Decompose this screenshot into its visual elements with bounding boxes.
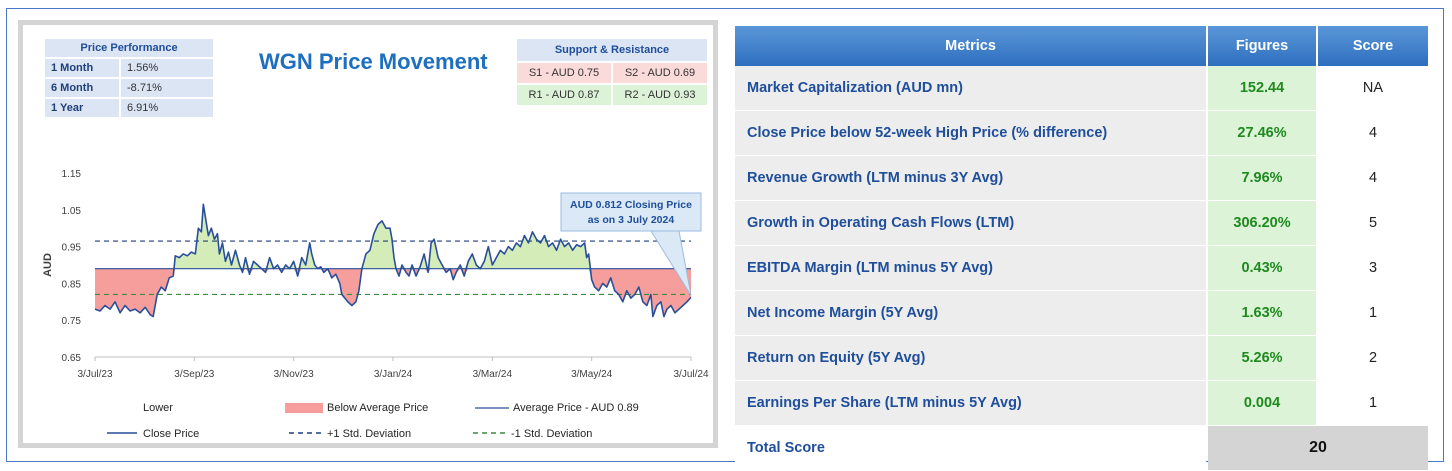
x-tick-label: 3/Nov/23 [274, 369, 314, 380]
legend-lower: Lower [143, 402, 173, 414]
y-tick-label: 1.05 [62, 206, 82, 217]
resistance-2: R2 - AUD 0.93 [613, 85, 707, 105]
metric-score: 1 [1318, 381, 1428, 426]
table-row: Market Capitalization (AUD mn) 152.44 NA [735, 66, 1428, 111]
chart-panel: 0.65 0.75 0.85 0.95 1.05 1.15 AUD 3/Jul/23 3/Sep… [18, 20, 718, 448]
table-row: Earnings Per Share (LTM minus 5Y Avg) 0.… [735, 381, 1428, 426]
legend-average-price: Average Price - AUD 0.89 [513, 402, 639, 414]
legend-minus-std: -1 Std. Deviation [511, 428, 592, 440]
metric-score: 4 [1318, 111, 1428, 156]
callout-line-2: as on 3 July 2024 [588, 214, 675, 226]
below-average-area [95, 268, 691, 317]
chart-title: WGN Price Movement [259, 49, 488, 74]
figures-header: Figures [1208, 26, 1316, 66]
table-row: 1 Month 1.56% [45, 59, 213, 77]
metric-score: 4 [1318, 156, 1428, 201]
x-tick-label: 3/Jul/23 [77, 369, 112, 380]
metric-figure: 1.63% [1208, 291, 1316, 336]
table-row: 1 Year 6.91% [45, 99, 213, 117]
perf-label: 6 Month [45, 79, 119, 97]
support-resistance-header: Support & Resistance [517, 39, 707, 61]
perf-value: -8.71% [121, 79, 213, 97]
metric-figure: 152.44 [1208, 66, 1316, 111]
metric-figure: 0.004 [1208, 381, 1316, 426]
metric-name: EBITDA Margin (LTM minus 5Y Avg) [735, 246, 1206, 291]
metric-score: 3 [1318, 246, 1428, 291]
metric-name: Return on Equity (5Y Avg) [735, 336, 1206, 381]
price-performance-table: Price Performance 1 Month 1.56% 6 Month … [43, 37, 215, 119]
x-tick-label: 3/Mar/24 [473, 369, 513, 380]
support-resistance-table: Support & Resistance S1 - AUD 0.75 S2 - … [515, 37, 709, 107]
metric-figure: 5.26% [1208, 336, 1316, 381]
above-average-area [95, 204, 691, 269]
total-row: Total Score 20 [735, 426, 1428, 471]
perf-value: 6.91% [121, 99, 213, 117]
total-score-label: Total Score [735, 426, 1206, 471]
x-tick-label: 3/Jul/24 [673, 369, 708, 380]
y-tick-label: 0.75 [62, 316, 82, 327]
table-row: S1 - AUD 0.75 S2 - AUD 0.69 [517, 63, 707, 83]
metric-score: 1 [1318, 291, 1428, 336]
metrics-table: Metrics Figures Score Market Capitalizat… [733, 26, 1430, 471]
y-tick-label: 0.65 [62, 353, 82, 364]
table-row: Return on Equity (5Y Avg) 5.26% 2 [735, 336, 1428, 381]
perf-label: 1 Year [45, 99, 119, 117]
close-price-line [94, 203, 692, 318]
support-1: S1 - AUD 0.75 [517, 63, 611, 83]
score-header: Score [1318, 26, 1428, 66]
table-row: Growth in Operating Cash Flows (LTM) 306… [735, 201, 1428, 246]
table-row: R1 - AUD 0.87 R2 - AUD 0.93 [517, 85, 707, 105]
x-tick-label: 3/Sep/23 [174, 369, 214, 380]
x-tick-label: 3/May/24 [571, 369, 613, 380]
perf-value: 1.56% [121, 59, 213, 77]
callout-line-1: AUD 0.812 Closing Price [570, 199, 692, 211]
table-row: Net Income Margin (5Y Avg) 1.63% 1 [735, 291, 1428, 336]
metric-figure: 0.43% [1208, 246, 1316, 291]
metric-name: Net Income Margin (5Y Avg) [735, 291, 1206, 336]
perf-label: 1 Month [45, 59, 119, 77]
legend-below-average: Below Average Price [327, 402, 428, 414]
metrics-header: Metrics [735, 26, 1206, 66]
legend-close-price: Close Price [143, 428, 199, 440]
y-axis-label: AUD [42, 253, 54, 277]
support-2: S2 - AUD 0.69 [613, 63, 707, 83]
legend-below-swatch [285, 403, 323, 413]
y-tick-label: 0.85 [62, 279, 82, 290]
price-performance-header: Price Performance [45, 39, 213, 57]
price-chart: 0.65 0.75 0.85 0.95 1.05 1.15 AUD 3/Jul/23 3/Sep… [42, 169, 709, 440]
legend-plus-std: +1 Std. Deviation [327, 428, 411, 440]
metric-name: Close Price below 52-week High Price (% … [735, 111, 1206, 156]
metric-name: Revenue Growth (LTM minus 3Y Avg) [735, 156, 1206, 201]
metric-score: 5 [1318, 201, 1428, 246]
resistance-1: R1 - AUD 0.87 [517, 85, 611, 105]
metric-name: Market Capitalization (AUD mn) [735, 66, 1206, 111]
metric-figure: 27.46% [1208, 111, 1316, 156]
table-row: 6 Month -8.71% [45, 79, 213, 97]
callout-box [560, 192, 702, 232]
metric-name: Growth in Operating Cash Flows (LTM) [735, 201, 1206, 246]
metric-figure: 7.96% [1208, 156, 1316, 201]
metric-score: 2 [1318, 336, 1428, 381]
metric-name: Earnings Per Share (LTM minus 5Y Avg) [735, 381, 1206, 426]
metrics-panel: Metrics Figures Score Market Capitalizat… [733, 26, 1430, 471]
y-tick-label: 0.95 [62, 243, 82, 254]
table-row: Close Price below 52-week High Price (% … [735, 111, 1428, 156]
table-row: EBITDA Margin (LTM minus 5Y Avg) 0.43% 3 [735, 246, 1428, 291]
table-row: Revenue Growth (LTM minus 3Y Avg) 7.96% … [735, 156, 1428, 201]
x-tick-label: 3/Jan/24 [374, 369, 413, 380]
metric-score: NA [1318, 66, 1428, 111]
y-tick-label: 1.15 [62, 169, 82, 180]
metric-figure: 306.20% [1208, 201, 1316, 246]
total-score-value: 20 [1208, 426, 1428, 471]
